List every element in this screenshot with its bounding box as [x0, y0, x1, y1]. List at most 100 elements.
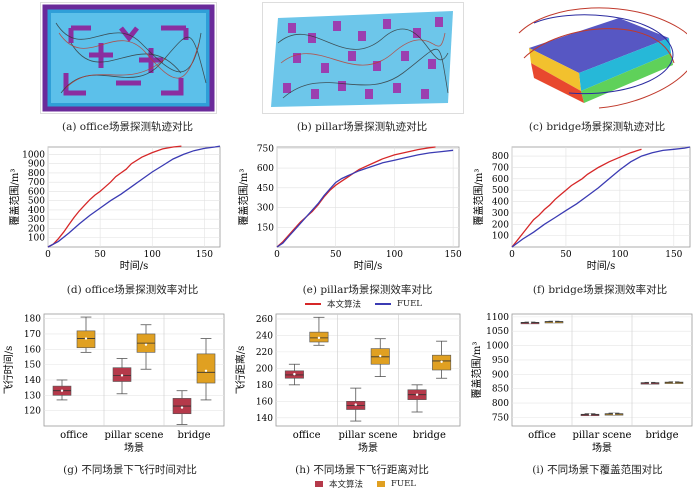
y-tick-label: 150 [257, 223, 274, 233]
y-tick-label: 1100 [486, 313, 509, 323]
pillar-trajectory-image [262, 2, 464, 114]
category-label: pillar scene [573, 430, 632, 441]
coverage-boxplot: 750 800 850 900 950 1000 1050 1100 office pillar … [470, 313, 693, 454]
y-tick-label: 900 [28, 160, 45, 170]
y-tick-label: 600 [257, 164, 274, 174]
mean-marker [293, 372, 296, 376]
y-tick-label: 100 [492, 232, 509, 242]
y-tick-label: 800 [28, 169, 45, 179]
caption-h: (h) 不同场景下飞行距离对比 [295, 464, 429, 476]
x-axis-label: 场景 [124, 441, 144, 454]
mean-marker [354, 403, 357, 406]
y-tick-label: 260 [256, 315, 273, 325]
y-tick-label: 850 [492, 385, 509, 395]
y-tick-label: 1000 [22, 150, 45, 160]
plot-area [276, 146, 460, 248]
y-tick-label: 200 [28, 224, 45, 234]
y-tick-label: 300 [28, 215, 45, 225]
series-line-fuel [47, 145, 221, 248]
caption-e: (e) pillar场景探测效率对比 [302, 284, 433, 296]
mean-marker [60, 389, 64, 392]
series-line-ours [511, 148, 642, 248]
y-tick-label: 900 [492, 370, 509, 380]
y-tick-label: 200 [492, 220, 509, 230]
mean-marker [180, 406, 184, 409]
mean-marker [588, 413, 592, 416]
y-tick-label: 800 [492, 399, 509, 409]
x-tick-label: 150 [665, 250, 682, 260]
x-axis-label: 场景 [592, 441, 612, 454]
y-tick-label: 750 [257, 144, 274, 154]
x-tick-label: 100 [144, 250, 161, 260]
box-legend-ours-label: 本文算法 [329, 480, 364, 490]
pillar-trajectory-drawing [271, 11, 453, 107]
plot-area [511, 313, 693, 427]
y-tick-label: 100 [28, 234, 45, 244]
mean-marker [144, 343, 148, 346]
mean-marker [672, 381, 676, 384]
y-axis-label: 覆盖范围/m³ [8, 169, 21, 226]
y-tick-label: 240 [256, 331, 273, 341]
x-axis-label: 时间/s [120, 259, 149, 272]
legend-ours-label: 本文算法 [327, 300, 362, 310]
y-tick-label: 600 [492, 175, 509, 185]
caption-g: (g) 不同场景下飞行时间对比 [63, 464, 197, 476]
box-legend: 本文算法 FUEL [315, 478, 416, 490]
x-tick-label: 50 [94, 250, 106, 260]
y-tick-label: 120 [24, 407, 41, 417]
box-legend-fuel-label: FUEL [391, 479, 416, 489]
mean-marker [120, 374, 124, 377]
caption-c: (c) bridge场景探测轨迹对比 [528, 121, 666, 133]
y-axis-label: 覆盖范围/m³ [470, 342, 483, 399]
caption-f: (f) bridge场景探测效率对比 [532, 284, 668, 296]
fuel-line-swatch [375, 303, 392, 305]
x-tick-label: 100 [386, 250, 403, 260]
y-tick-label: 1000 [486, 342, 509, 352]
ours-line-swatch [305, 303, 321, 305]
y-tick-label: 160 [256, 397, 273, 407]
x-tick-label: 0 [274, 250, 280, 260]
category-label: bridge [413, 430, 446, 441]
category-label: office [60, 430, 88, 441]
mean-marker [317, 336, 321, 340]
y-axis-label: 飞行距离/s [234, 346, 247, 395]
flight-distance-boxplot: 140 160 180 200 220 240 260 office pillar scene b… [234, 313, 461, 454]
series-line-fuel [511, 146, 691, 248]
y-axis-label: 覆盖范围/m³ [472, 169, 485, 226]
office-trajectory-image [40, 2, 217, 114]
y-tick-label: 700 [492, 163, 509, 173]
y-tick-label: 300 [492, 209, 509, 219]
y-tick-label: 750 [492, 413, 509, 423]
pillar-efficiency-chart: 0 50 100 150 150 300 450 600 750 时间/s 覆盖范围/m³ [237, 144, 462, 272]
caption-a: (a) office场景探测轨迹对比 [61, 121, 194, 133]
x-tick-label: 150 [196, 250, 213, 260]
y-tick-label: 500 [28, 197, 45, 207]
series-line-ours [276, 146, 436, 248]
caption-i: (i) 不同场景下覆盖范围对比 [532, 464, 663, 476]
flight-time-boxplot: 120 130 140 150 160 170 180 office pillar scene b… [2, 313, 225, 454]
y-tick-label: 400 [492, 198, 509, 208]
mean-marker [612, 412, 616, 416]
y-axis-label: 飞行时间/s [2, 346, 15, 395]
category-label: office [293, 430, 321, 441]
x-tick-label: 0 [45, 250, 51, 260]
y-tick-label: 600 [28, 187, 45, 197]
plot-area [275, 313, 461, 427]
plot-area [511, 146, 691, 248]
mean-marker [204, 369, 208, 372]
y-tick-label: 170 [24, 330, 41, 340]
y-tick-label: 400 [28, 206, 45, 216]
x-axis-label: 场景 [358, 441, 378, 454]
plot-area [43, 313, 225, 427]
y-tick-label: 140 [256, 414, 273, 424]
y-tick-label: 160 [24, 345, 41, 355]
mean-marker [648, 381, 652, 385]
x-axis-label: 时间/s [354, 259, 383, 272]
x-axis-label: 时间/s [587, 259, 616, 272]
x-tick-label: 50 [330, 250, 342, 260]
box-fuel [196, 353, 216, 384]
category-label: bridge [645, 430, 678, 441]
y-tick-label: 140 [24, 376, 41, 386]
ours-box-swatch [315, 481, 323, 487]
